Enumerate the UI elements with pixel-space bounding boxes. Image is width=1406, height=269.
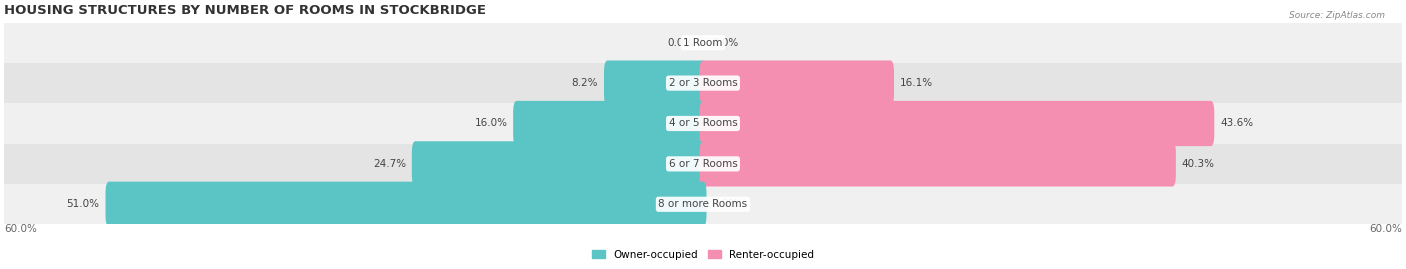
Text: 0.0%: 0.0% (713, 38, 738, 48)
Text: HOUSING STRUCTURES BY NUMBER OF ROOMS IN STOCKBRIDGE: HOUSING STRUCTURES BY NUMBER OF ROOMS IN… (4, 4, 486, 17)
Bar (4, 184, 1402, 224)
Text: 51.0%: 51.0% (66, 199, 100, 209)
Bar (4, 103, 1402, 144)
Text: 16.1%: 16.1% (900, 78, 934, 88)
Bar (4, 63, 1402, 103)
Text: 2 or 3 Rooms: 2 or 3 Rooms (669, 78, 737, 88)
FancyBboxPatch shape (412, 141, 706, 186)
Bar (4, 144, 1402, 184)
Text: 60.0%: 60.0% (4, 224, 37, 235)
FancyBboxPatch shape (700, 61, 894, 106)
Bar (4, 23, 1402, 63)
Text: 16.0%: 16.0% (474, 118, 508, 129)
FancyBboxPatch shape (700, 101, 1215, 146)
FancyBboxPatch shape (105, 182, 706, 227)
Text: 40.3%: 40.3% (1181, 159, 1215, 169)
Text: 8.2%: 8.2% (572, 78, 598, 88)
Text: 8 or more Rooms: 8 or more Rooms (658, 199, 748, 209)
FancyBboxPatch shape (700, 141, 1175, 186)
Text: 0.0%: 0.0% (713, 199, 738, 209)
Text: 43.6%: 43.6% (1220, 118, 1253, 129)
Text: 4 or 5 Rooms: 4 or 5 Rooms (669, 118, 737, 129)
Text: 6 or 7 Rooms: 6 or 7 Rooms (669, 159, 737, 169)
Text: Source: ZipAtlas.com: Source: ZipAtlas.com (1289, 11, 1385, 20)
Text: 60.0%: 60.0% (1369, 224, 1402, 235)
Text: 1 Room: 1 Room (683, 38, 723, 48)
FancyBboxPatch shape (605, 61, 706, 106)
FancyBboxPatch shape (513, 101, 706, 146)
Text: 24.7%: 24.7% (373, 159, 406, 169)
Text: 0.0%: 0.0% (668, 38, 693, 48)
Legend: Owner-occupied, Renter-occupied: Owner-occupied, Renter-occupied (588, 245, 818, 264)
